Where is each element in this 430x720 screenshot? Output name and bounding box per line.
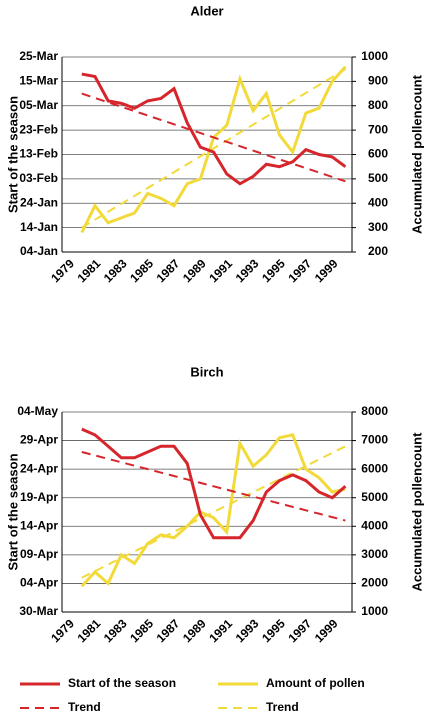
y-tick-label: 09-Apr	[20, 547, 58, 561]
legend-label: Trend	[68, 700, 101, 714]
y-tick-label: 19-Apr	[20, 490, 58, 504]
y2-tick-label: 500	[368, 171, 388, 185]
y-tick-label: 13-Feb	[19, 147, 58, 161]
x-tick-label: 1985	[127, 616, 156, 645]
y2-tick-label: 400	[368, 195, 388, 209]
y-tick-label: 15-Mar	[19, 74, 58, 88]
x-tick-label: 1995	[259, 256, 288, 285]
y2-tick-label: 7000	[361, 433, 388, 447]
y2-tick-label: 8000	[361, 404, 388, 418]
y2-tick-label: 200	[368, 244, 388, 258]
y2-tick-label: 4000	[361, 518, 388, 532]
x-tick-label: 1979	[48, 256, 77, 285]
y2-axis-label: Accumulated pollencount	[409, 74, 424, 234]
x-tick-label: 1997	[285, 616, 314, 645]
x-tick-label: 1989	[180, 616, 209, 645]
x-tick-label: 1993	[233, 616, 262, 645]
x-tick-label: 1987	[154, 256, 183, 285]
y2-tick-label: 1000	[361, 49, 388, 63]
data-line	[81, 72, 347, 186]
y2-tick-label: 900	[368, 74, 388, 88]
x-tick-label: 1989	[180, 256, 209, 285]
legend-label: Amount of pollen	[266, 676, 365, 690]
trend-line	[81, 445, 346, 579]
y-tick-label: 04-May	[17, 404, 58, 418]
y-tick-label: 04-Jan	[20, 244, 58, 258]
y-tick-label: 03-Feb	[19, 171, 58, 185]
x-tick-label: 1997	[285, 256, 314, 285]
x-tick-label: 1991	[206, 616, 235, 645]
x-tick-label: 1979	[48, 616, 77, 645]
y2-tick-label: 300	[368, 220, 388, 234]
y2-tick-label: 6000	[361, 461, 388, 475]
legend-label: Trend	[266, 700, 299, 714]
x-tick-label: 1981	[75, 616, 104, 645]
y-tick-label: 14-Apr	[20, 518, 58, 532]
legend-label: Start of the season	[68, 676, 176, 690]
x-tick-label: 1991	[206, 256, 235, 285]
data-line	[81, 427, 347, 540]
trend-line	[81, 92, 346, 183]
y-tick-label: 29-Apr	[20, 433, 58, 447]
trend-line	[81, 451, 346, 522]
x-tick-label: 1987	[154, 616, 183, 645]
x-tick-label: 1993	[233, 256, 262, 285]
x-tick-label: 1983	[101, 256, 130, 285]
trend-line	[81, 68, 346, 229]
y-tick-label: 23-Feb	[19, 122, 58, 136]
x-tick-label: 1981	[75, 256, 104, 285]
x-tick-label: 1995	[259, 616, 288, 645]
y-tick-label: 30-Mar	[19, 604, 58, 618]
y2-axis-label: Accumulated pollencount	[409, 432, 424, 592]
y-axis-label: Start of the season	[5, 96, 20, 213]
y2-tick-label: 5000	[361, 490, 388, 504]
y-tick-label: 05-Mar	[19, 98, 58, 112]
y-tick-label: 25-Mar	[19, 49, 58, 63]
y-tick-label: 04-Apr	[20, 576, 58, 590]
data-line	[80, 433, 346, 588]
x-tick-label: 1983	[101, 616, 130, 645]
y2-tick-label: 3000	[361, 547, 388, 561]
y-tick-label: 14-Jan	[20, 220, 58, 234]
x-tick-label: 1985	[127, 256, 156, 285]
y2-tick-label: 600	[368, 147, 388, 161]
y2-tick-label: 1000	[361, 604, 388, 618]
chart-title: Birch	[190, 364, 223, 379]
x-tick-label: 1999	[312, 616, 341, 645]
y2-tick-label: 800	[368, 98, 388, 112]
y2-tick-label: 700	[368, 122, 388, 136]
chart-title: Alder	[190, 3, 223, 18]
y2-tick-label: 2000	[361, 576, 388, 590]
y-axis-label: Start of the season	[5, 453, 20, 570]
x-tick-label: 1999	[312, 256, 341, 285]
y-tick-label: 24-Apr	[20, 461, 58, 475]
y-tick-label: 24-Jan	[20, 195, 58, 209]
